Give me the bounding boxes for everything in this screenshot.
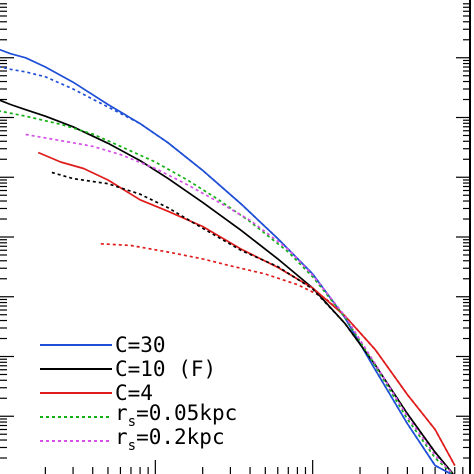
legend-label-0: C=30 [115,333,166,357]
series-line-7 [25,133,455,474]
series-lines [0,48,456,474]
legend-label-3: rs=0.05kpc [115,401,237,430]
legend-label-4: rs=0.2kpc [115,425,225,454]
legend-label-1: C=10 (F) [115,357,216,381]
series-line-2 [0,99,455,474]
legend-label-2: C=4 [115,381,153,405]
series-line-5 [51,171,455,474]
series-line-3 [37,151,456,466]
series-line-4 [100,242,456,466]
series-line-0 [0,48,453,474]
